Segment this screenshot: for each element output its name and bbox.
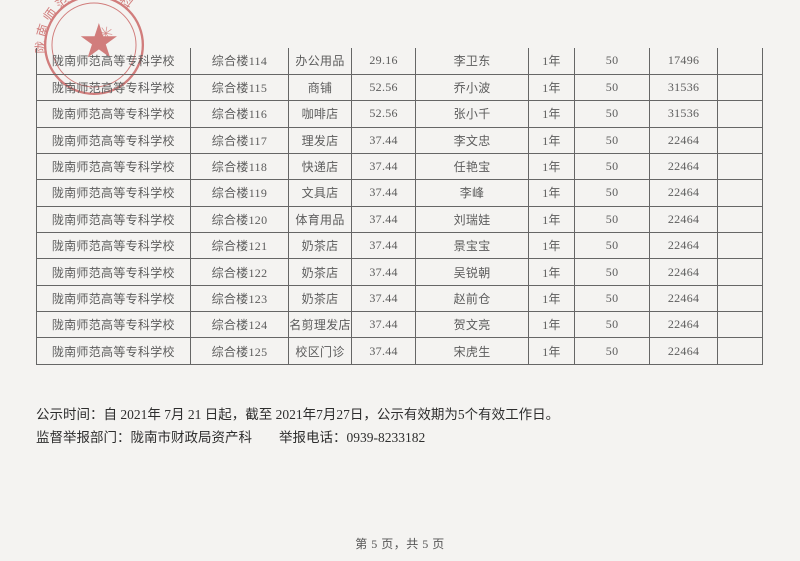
svg-text:陇南师范高等专科: 陇南师范高等专科	[34, 0, 138, 54]
